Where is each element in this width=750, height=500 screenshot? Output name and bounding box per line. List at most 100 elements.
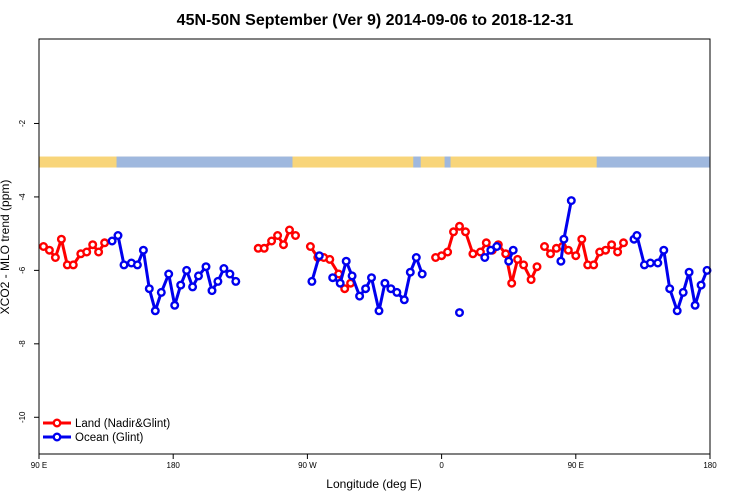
data-point: [559, 234, 569, 244]
data-point: [267, 236, 277, 246]
data-point: [100, 238, 110, 248]
series-land: [39, 221, 629, 294]
data-point: [690, 300, 700, 310]
data-point: [613, 247, 623, 257]
data-point: [335, 278, 345, 288]
strip-ocean: [116, 156, 293, 168]
data-point: [201, 262, 211, 272]
data-point: [170, 300, 180, 310]
x-tick-label: 90 E: [31, 461, 47, 470]
y-tick-label: -10: [18, 411, 27, 423]
data-point: [307, 276, 317, 286]
data-point: [39, 241, 49, 251]
data-point: [702, 265, 712, 275]
data-point: [193, 271, 203, 281]
data-point: [399, 295, 409, 305]
legend-label: Land (Nadir&Glint): [75, 418, 170, 430]
data-point: [504, 256, 514, 266]
series-line: [632, 234, 709, 313]
data-point: [507, 278, 517, 288]
x-axis-label: Longitude (deg E): [326, 477, 421, 491]
data-point: [461, 227, 471, 237]
data-point: [519, 260, 529, 270]
plot-frame: [38, 38, 711, 455]
data-point: [132, 260, 142, 270]
land-ocean-strip: [39, 156, 710, 168]
data-point: [556, 256, 566, 266]
data-point: [231, 276, 241, 286]
legend-marker: [52, 418, 62, 428]
data-point: [273, 230, 283, 240]
data-point: [305, 241, 315, 251]
data-point: [355, 291, 365, 301]
data-point: [188, 282, 198, 292]
data-point: [405, 267, 415, 277]
data-point: [455, 221, 465, 231]
data-point: [144, 284, 154, 294]
data-point: [665, 284, 675, 294]
data-point: [571, 251, 581, 261]
data-point: [213, 276, 223, 286]
data-point: [480, 252, 490, 262]
data-point: [138, 245, 148, 255]
data-point: [50, 252, 60, 262]
data-point: [207, 286, 217, 296]
data-point: [481, 238, 491, 248]
data-point: [589, 260, 599, 270]
data-point: [68, 260, 78, 270]
data-point: [113, 230, 123, 240]
data-point: [619, 238, 629, 248]
data-point: [508, 245, 518, 255]
series-ocean: [107, 196, 712, 318]
data-point: [455, 308, 465, 318]
data-point: [546, 249, 556, 259]
data-point: [44, 245, 54, 255]
data-point: [82, 247, 92, 257]
y-axis-label: XCO2 - MLO trend (ppm): [0, 180, 12, 315]
data-point: [653, 258, 663, 268]
data-point: [492, 241, 502, 251]
data-point: [486, 245, 496, 255]
x-tick-label: 180: [167, 461, 181, 470]
x-tick-label: 0: [439, 461, 444, 470]
data-point: [672, 306, 682, 316]
data-point: [88, 240, 98, 250]
data-point: [225, 269, 235, 279]
data-point: [367, 273, 377, 283]
data-point: [94, 247, 104, 257]
data-point: [540, 241, 550, 251]
data-point: [563, 245, 573, 255]
data-point: [176, 280, 186, 290]
data-point: [513, 254, 523, 264]
data-point: [566, 196, 576, 206]
strip-ocean: [444, 156, 451, 168]
data-point: [601, 245, 611, 255]
strip-land: [39, 156, 710, 168]
legend: Land (Nadir&Glint) Ocean (Glint): [43, 418, 170, 444]
data-point: [659, 245, 669, 255]
data-point: [107, 236, 117, 246]
y-tick-label: -8: [18, 340, 27, 348]
legend-marker: [52, 432, 62, 442]
strip-ocean: [413, 156, 421, 168]
data-point: [437, 251, 447, 261]
data-point: [468, 249, 478, 259]
data-point: [645, 258, 655, 268]
data-point: [325, 254, 335, 264]
data-point: [443, 247, 453, 257]
data-point: [150, 306, 160, 316]
data-point: [684, 267, 694, 277]
data-point: [328, 273, 338, 283]
strip-ocean: [596, 156, 710, 168]
data-point: [291, 230, 301, 240]
y-tick-label: -4: [18, 193, 27, 201]
data-point: [678, 287, 688, 297]
series-layer: [39, 196, 712, 318]
data-point: [607, 240, 617, 250]
data-point: [119, 260, 129, 270]
x-axis: 90 E 180 90 W 0 90 E 180: [31, 454, 717, 470]
series-line: [111, 234, 237, 313]
data-point: [449, 227, 459, 237]
data-point: [392, 287, 402, 297]
data-point: [340, 284, 350, 294]
